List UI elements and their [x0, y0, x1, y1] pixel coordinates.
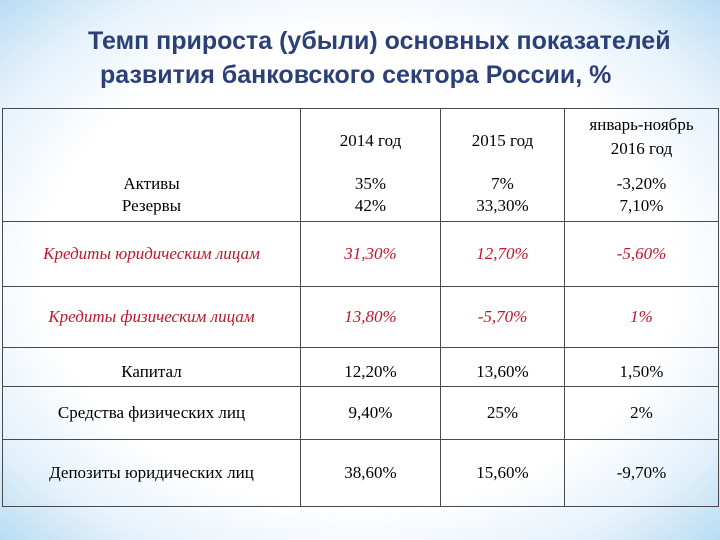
table-row: Кредиты физическим лицам 13,80% -5,70% 1… — [2, 286, 719, 348]
individual-funds-2015: 25% — [440, 386, 565, 440]
table-row: Капитал 12,20% 13,60% 1,50% — [2, 347, 719, 387]
assets-2016: -3,20% — [616, 174, 667, 193]
corporate-deposits-2015: 15,60% — [440, 439, 565, 507]
row-label-corporate-loans: Кредиты юридическим лицам — [2, 221, 301, 287]
individual-funds-2016: 2% — [564, 386, 719, 440]
row-label-assets: Активы — [123, 174, 180, 193]
corporate-loans-2016: -5,60% — [564, 221, 719, 287]
column-header-2016-line2: 2016 год — [610, 139, 673, 158]
column-header-2014: 2014 год — [339, 131, 402, 150]
retail-loans-2016: 1% — [564, 286, 719, 348]
retail-loans-2014: 13,80% — [300, 286, 441, 348]
reserves-2014: 42% — [354, 196, 387, 215]
corporate-deposits-2014: 38,60% — [300, 439, 441, 507]
row-label-individual-funds: Средства физических лиц — [2, 386, 301, 440]
table-row: Депозиты юридических лиц 38,60% 15,60% -… — [2, 439, 719, 507]
row-label-reserves: Резервы — [121, 196, 182, 215]
title-line-1: Темп прироста (убыли) основных показател… — [88, 27, 671, 55]
row-label-capital: Капитал — [2, 347, 301, 387]
column-2016: январь-ноябрь 2016 год -3,20% 7,10% — [564, 108, 719, 222]
individual-funds-2014: 9,40% — [300, 386, 441, 440]
reserves-2016: 7,10% — [619, 196, 664, 215]
corporate-loans-2015: 12,70% — [440, 221, 565, 287]
indicator-cell: Активы Резервы — [2, 108, 301, 222]
corporate-deposits-2016: -9,70% — [564, 439, 719, 507]
row-label-retail-loans: Кредиты физическим лицам — [2, 286, 301, 348]
table-row: Средства физических лиц 9,40% 25% 2% — [2, 386, 719, 440]
assets-2015: 7% — [491, 174, 514, 193]
capital-2016: 1,50% — [564, 347, 719, 387]
row-label-corporate-deposits: Депозиты юридических лиц — [2, 439, 301, 507]
table-header-row: Активы Резервы 2014 год 35% 42% 2015 год… — [2, 108, 719, 222]
assets-2014: 35% — [354, 174, 387, 193]
slide-title: Темп прироста (убыли) основных показател… — [60, 24, 700, 92]
reserves-2015: 33,30% — [476, 196, 529, 215]
capital-2015: 13,60% — [440, 347, 565, 387]
table-row: Кредиты юридическим лицам 31,30% 12,70% … — [2, 221, 719, 287]
title-line-2: развития банковского сектора России, % — [100, 61, 612, 89]
column-2015: 2015 год 7% 33,30% — [440, 108, 565, 222]
capital-2014: 12,20% — [300, 347, 441, 387]
retail-loans-2015: -5,70% — [440, 286, 565, 348]
growth-table: Активы Резервы 2014 год 35% 42% 2015 год… — [2, 108, 719, 507]
corporate-loans-2014: 31,30% — [300, 221, 441, 287]
column-header-2016-line1: январь-ноябрь — [589, 115, 694, 134]
column-header-2015: 2015 год — [471, 131, 534, 150]
column-2014: 2014 год 35% 42% — [300, 108, 441, 222]
